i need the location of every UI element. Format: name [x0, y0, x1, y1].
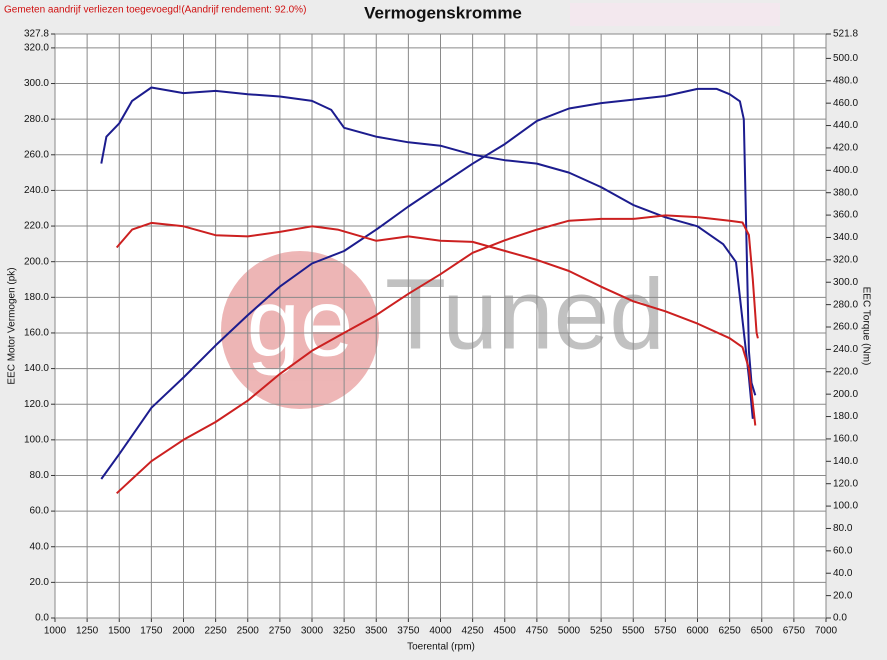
y2-tick-label: 0.0: [833, 613, 847, 624]
y2-tick-label: 20.0: [833, 590, 853, 601]
y-tick-label: 160.0: [24, 328, 49, 339]
y-tick-label: 0.0: [35, 613, 49, 624]
y2-tick-label: 320.0: [833, 254, 858, 265]
x-tick-label: 1750: [140, 626, 163, 637]
x-tick-label: 6500: [751, 626, 774, 637]
y2-tick-label: 180.0: [833, 411, 858, 422]
y2-tick-label: 280.0: [833, 299, 858, 310]
y2-tick-label: 200.0: [833, 389, 858, 400]
logo: ge Tuned: [221, 251, 665, 409]
x-tick-label: 2000: [172, 626, 195, 637]
x-tick-label: 3250: [333, 626, 356, 637]
x-tick-label: 6250: [719, 626, 742, 637]
grid: [51, 33, 831, 622]
series-line: [100, 87, 757, 480]
y-tick-label: 327.8: [24, 29, 49, 40]
y2-tick-label: 100.0: [833, 501, 858, 512]
subtitle: Gemeten aandrijf verliezen toegevoegd!(A…: [4, 5, 306, 16]
x-tick-label: 3000: [301, 626, 324, 637]
x-tick-label: 4500: [494, 626, 517, 637]
y2-tick-label: 240.0: [833, 344, 858, 355]
y-tick-label: 60.0: [30, 506, 50, 517]
chart-title: Vermogenskromme: [364, 3, 522, 22]
x-tick-label: 6750: [783, 626, 806, 637]
y-tick-label: 140.0: [24, 363, 49, 374]
y2-tick-label: 60.0: [833, 545, 853, 556]
x-tick-label: 3500: [365, 626, 388, 637]
x-tick-label: 6000: [686, 626, 709, 637]
x-axis-label: Toerental (rpm): [407, 642, 475, 653]
x-tick-label: 3750: [397, 626, 420, 637]
y-tick-label: 180.0: [24, 292, 49, 303]
series-line: [115, 221, 757, 426]
x-tick-label: 2750: [269, 626, 292, 637]
y-tick-label: 40.0: [30, 541, 50, 552]
y-tick-label: 100.0: [24, 434, 49, 445]
y-tick-label: 320.0: [24, 43, 49, 54]
y2-tick-label: 460.0: [833, 98, 858, 109]
y-tick-label: 120.0: [24, 399, 49, 410]
y2-tick-label: 140.0: [833, 456, 858, 467]
y2-tick-label: 380.0: [833, 187, 858, 198]
x-tick-label: 4750: [526, 626, 549, 637]
y-tick-label: 20.0: [30, 577, 50, 588]
x-tick-label: 7000: [815, 626, 838, 637]
y2-tick-label: 220.0: [833, 366, 858, 377]
y2-tick-label: 360.0: [833, 210, 858, 221]
x-tick-label: 2250: [205, 626, 228, 637]
logo-text: Tuned: [385, 258, 665, 370]
x-tick-label: 4000: [429, 626, 452, 637]
x-tick-label: 5750: [654, 626, 677, 637]
x-tick-label: 2500: [237, 626, 260, 637]
x-tick-label: 4250: [462, 626, 485, 637]
y2-tick-label: 521.8: [833, 29, 858, 40]
y-axis-label: EEC Motor Vermogen (pk): [7, 267, 18, 384]
y-tick-label: 200.0: [24, 256, 49, 267]
y2-tick-label: 120.0: [833, 478, 858, 489]
lines: [100, 86, 759, 495]
title-box: [570, 3, 780, 26]
y2-tick-label: 340.0: [833, 232, 858, 243]
y2-tick-label: 80.0: [833, 523, 853, 534]
y2-tick-label: 260.0: [833, 322, 858, 333]
x-tick-label: 5500: [622, 626, 645, 637]
y2-tick-label: 500.0: [833, 53, 858, 64]
x-tick-label: 5250: [590, 626, 613, 637]
y-tick-label: 300.0: [24, 78, 49, 89]
x-tick-label: 1500: [108, 626, 131, 637]
y2-tick-label: 40.0: [833, 568, 853, 579]
logo-circle: [221, 251, 379, 409]
y2-tick-label: 300.0: [833, 277, 858, 288]
y2-tick-label: 480.0: [833, 75, 858, 86]
x-tick-label: 1000: [44, 626, 67, 637]
y2-axis-label: EEC Torque (Nm): [860, 287, 871, 366]
y-tick-label: 220.0: [24, 221, 49, 232]
y2-tick-label: 420.0: [833, 143, 858, 154]
y-tick-label: 80.0: [30, 470, 50, 481]
x-tick-label: 1250: [76, 626, 99, 637]
y2-tick-label: 400.0: [833, 165, 858, 176]
y2-tick-label: 440.0: [833, 120, 858, 131]
y-tick-label: 280.0: [24, 114, 49, 125]
y-tick-label: 240.0: [24, 185, 49, 196]
y-tick-label: 260.0: [24, 149, 49, 160]
x-tick-label: 5000: [558, 626, 581, 637]
y2-tick-label: 160.0: [833, 434, 858, 445]
series-line: [100, 86, 754, 419]
